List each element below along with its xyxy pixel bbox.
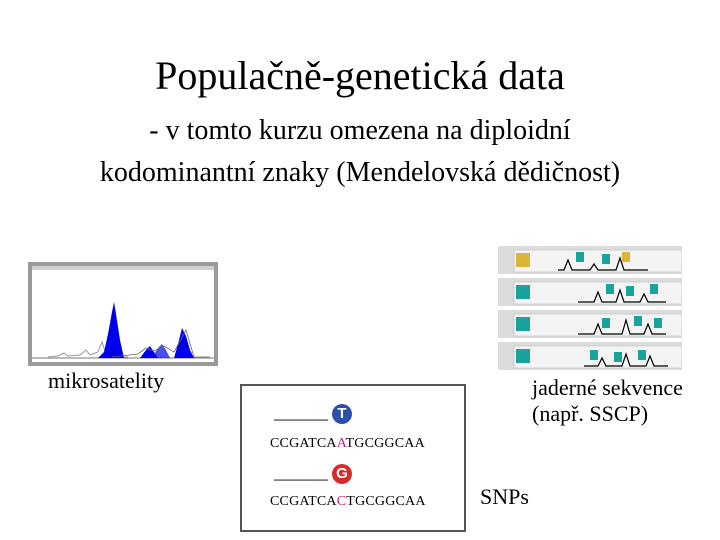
snp-site-1: A bbox=[336, 436, 346, 451]
sequence-label-line-2: (např. SSCP) bbox=[532, 401, 649, 426]
snp-sequence-1: CCGATCAATGCGGCAA bbox=[270, 436, 425, 451]
snp-example-box: ______ T CCGATCAATGCGGCAA ______ G CCGAT… bbox=[240, 384, 466, 532]
microsatellite-chromatogram bbox=[28, 262, 218, 366]
subtitle-line-1: - v tomto kurzu omezena na diploidní bbox=[149, 115, 571, 146]
allele-t-badge: T bbox=[332, 404, 352, 424]
sscp-gel-images bbox=[498, 246, 682, 370]
gel-lane-3 bbox=[498, 310, 682, 338]
subtitle-line-2: kodominantní znaky (Mendelovská dědičnos… bbox=[99, 157, 621, 188]
sequence-label-line-1: jaderné sekvence bbox=[532, 375, 683, 400]
snp-site-2: C bbox=[336, 494, 347, 509]
peak-2 bbox=[140, 346, 158, 358]
allele-g-badge: G bbox=[332, 464, 352, 484]
gel-lane-4 bbox=[498, 342, 682, 370]
snp-blank-2: ______ bbox=[274, 462, 328, 482]
snp-blank-1: ______ bbox=[274, 402, 328, 422]
peak-1 bbox=[98, 302, 124, 358]
gel-lane-1 bbox=[498, 246, 682, 274]
trace-outline bbox=[111, 328, 210, 358]
snp-sequence-2: CCGATCACTGCGGCAA bbox=[270, 494, 426, 509]
gel-lane-2 bbox=[498, 278, 682, 306]
snp-row-1: ______ T bbox=[274, 402, 352, 424]
peak-3 bbox=[152, 344, 170, 358]
microsatellite-label: mikrosatelity bbox=[48, 368, 165, 393]
snp-label: SNPs bbox=[480, 484, 529, 509]
snp-row-2: ______ G bbox=[274, 462, 352, 484]
peak-4 bbox=[174, 328, 194, 358]
slide-title: Populačně-genetická data bbox=[155, 53, 565, 98]
